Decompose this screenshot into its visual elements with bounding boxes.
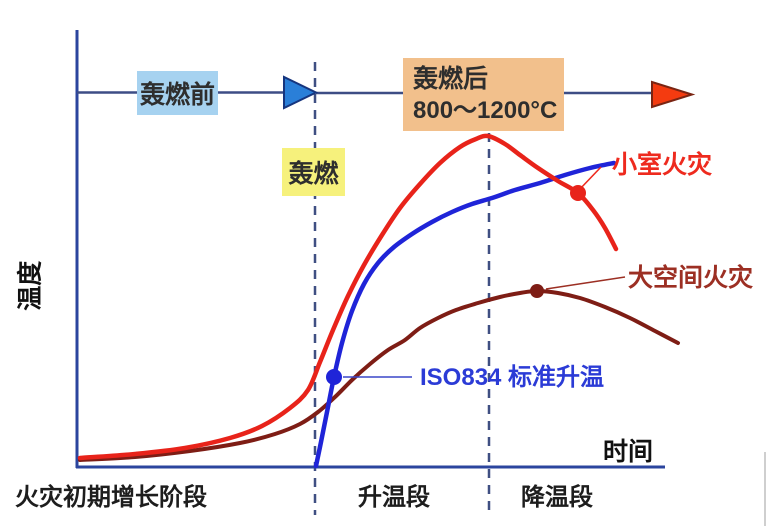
stage-label-cooling: 降温段 (521, 484, 593, 511)
pre-flashover-badge: 轰燃前 (137, 71, 218, 115)
y-axis-label: 温度 (16, 260, 45, 311)
stage-label-initial-growth: 火灾初期增长阶段 (15, 484, 207, 511)
curve-small-room-fire (77, 133, 619, 461)
post-flashover-temperature-range: 800～1200°C (413, 96, 558, 124)
series-label-small-room-fire: 小室火灾 (612, 151, 713, 179)
blue-arrowhead-icon (283, 75, 319, 110)
flashover-badge: 轰燃 (282, 148, 345, 196)
annotation-leader-1 (578, 166, 602, 191)
post-flashover-badge: 轰燃后 800～1200°C (403, 58, 564, 131)
x-axis-label: 时间 (603, 438, 654, 466)
annotation-leader-2 (545, 276, 626, 290)
stage-label-heating: 升温段 (358, 484, 430, 511)
series-label-large-space-fire: 大空间火灾 (628, 264, 754, 292)
marker-small-room-fire (570, 185, 586, 201)
red-arrowhead-icon (651, 80, 696, 109)
curve-iso834-standard (313, 160, 617, 469)
screenshot-edge-artifact (764, 452, 766, 526)
post-flashover-label: 轰燃后 (413, 64, 489, 93)
series-label-iso834-standard-curve: ISO834 标准升温 (420, 364, 605, 391)
marker-iso834-standard (326, 369, 342, 385)
marker-large-space-fire (530, 284, 544, 298)
curve-large-space-fire (78, 289, 680, 462)
